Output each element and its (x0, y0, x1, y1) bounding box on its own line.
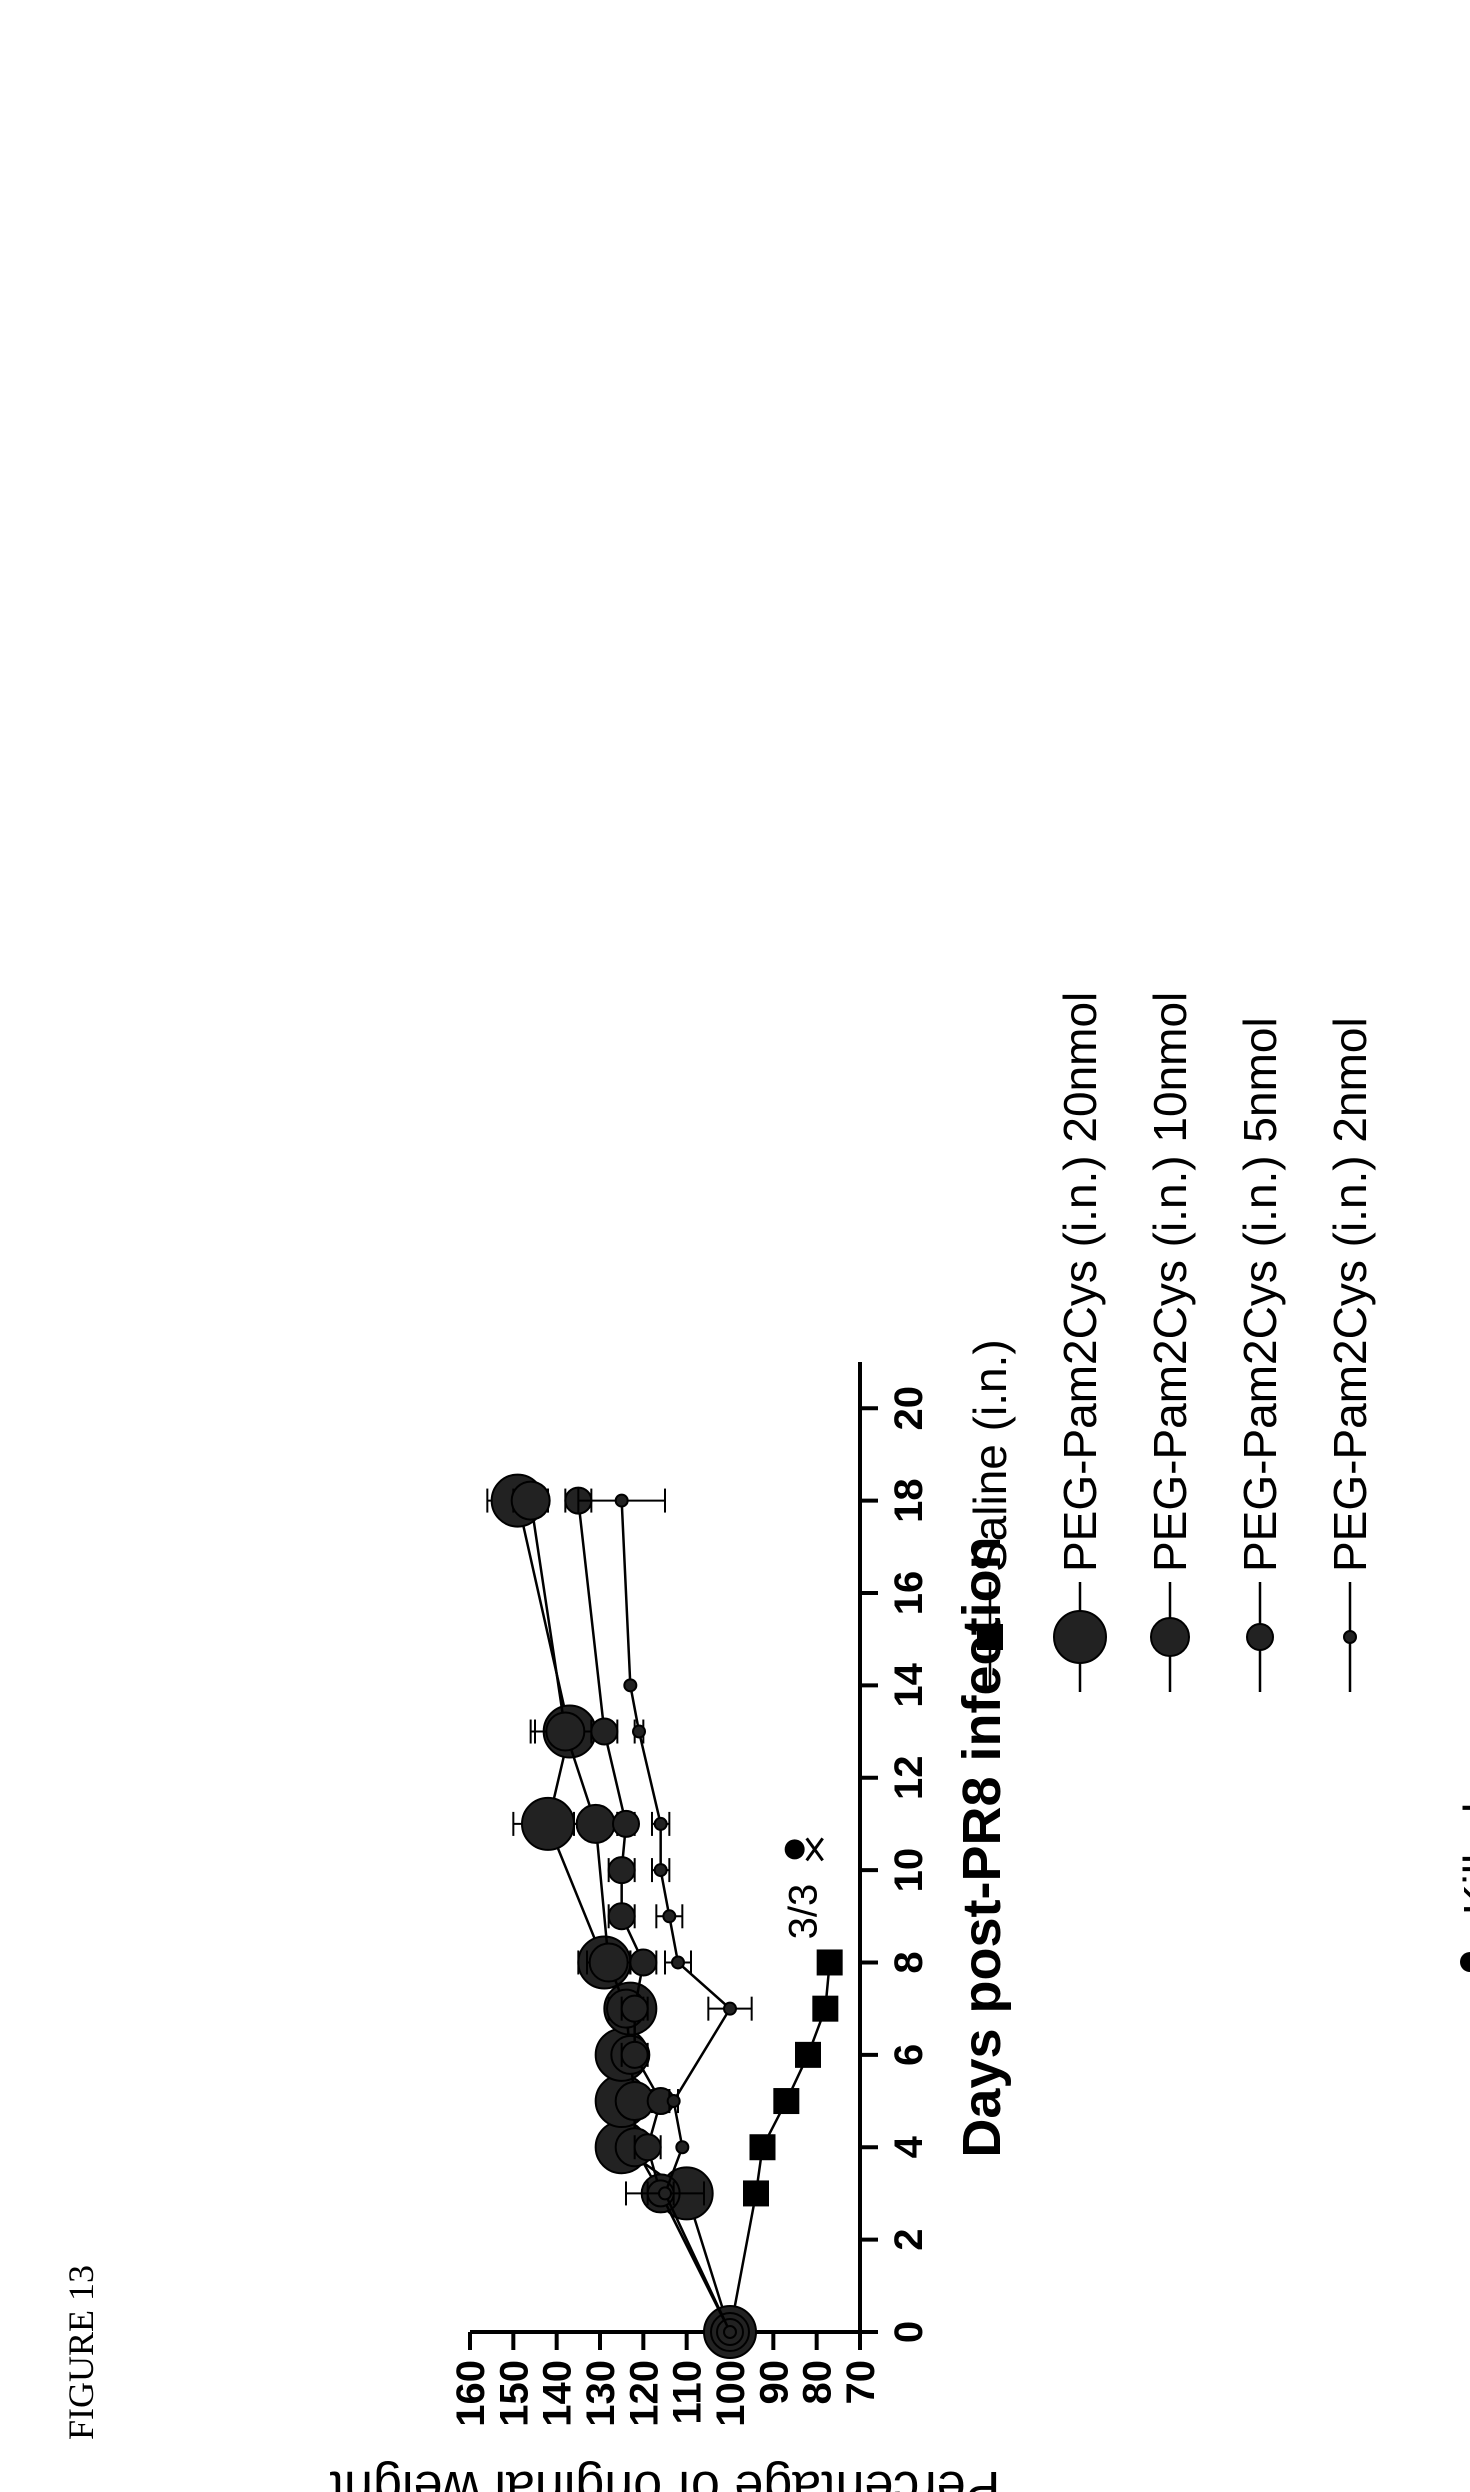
x-tick-label: 4 (887, 2135, 931, 2158)
x-tick-label: 14 (887, 1662, 931, 1707)
data-point (662, 1909, 677, 1924)
killed-count-label: 3/3 (782, 1884, 826, 1940)
chart-container: 0 2 4 6 8 10 12 14 16 18 20 70 80 90 100 110 120 130 140 15… (330, 0, 1470, 2492)
data-point (614, 1493, 629, 1508)
x-tick-label: 8 (887, 1951, 931, 1973)
data-point (743, 2180, 769, 2207)
killed-legend-label: =Killed (1454, 1803, 1470, 1942)
legend-item-0: Saline (i.n.) (964, 1339, 1016, 1692)
y-tick-label: 110 (666, 2360, 710, 2425)
data-point (723, 2001, 737, 2016)
x-tick-label: 18 (887, 1478, 931, 1523)
legend-label: Saline (i.n.) (964, 1339, 1016, 1572)
data-point (620, 1994, 649, 2023)
legend-marker (977, 1624, 1003, 1650)
y-tick-label: 140 (536, 2360, 580, 2427)
figure-label: FIGURE 13 (61, 2264, 101, 2440)
x-tick-label: 6 (887, 2044, 931, 2066)
legend-item-3: PEG-Pam2Cys (i.n.) 5nmol (1234, 1017, 1286, 1692)
skull-crossbones-icon (784, 1837, 824, 1862)
y-tick-label: 120 (622, 2360, 666, 2427)
data-point (575, 1803, 616, 1844)
data-point (749, 2134, 776, 2161)
y-tick-label: 100 (709, 2360, 753, 2427)
y-tick-label: 90 (752, 2360, 796, 2405)
legend-item-2: PEG-Pam2Cys (i.n.) 10nmol (1144, 992, 1196, 1692)
legend-marker (1150, 1617, 1190, 1657)
data-point (629, 1948, 658, 1977)
chart: 0 2 4 6 8 10 12 14 16 18 20 70809010011012013014015… (330, 992, 1470, 2492)
legend-marker (1053, 1610, 1107, 1664)
data-point (671, 1955, 685, 1970)
data-point (666, 2094, 681, 2109)
series-4 (577, 1488, 753, 2339)
data-point (658, 2186, 672, 2201)
data-point (812, 1995, 839, 2022)
x-tick-label: 0 (887, 2321, 931, 2343)
series-line (529, 1500, 732, 2333)
series-line (620, 1500, 732, 2333)
legend-label: PEG-Pam2Cys (i.n.) 20nmol (1054, 992, 1106, 1572)
data-point (588, 1942, 629, 1983)
skull-head (784, 1839, 805, 1860)
y-axis-title: Percentage of original weight (330, 2460, 1000, 2492)
series-3 (564, 1486, 744, 2346)
data-point (521, 1796, 575, 1851)
crossbone (805, 1837, 824, 1862)
data-point (510, 1480, 551, 1521)
data-point (545, 1711, 586, 1752)
x-tick-label: 10 (887, 1848, 931, 1893)
data-point (653, 1863, 668, 1878)
y-tick-label: 160 (449, 2360, 493, 2427)
data-point (816, 1949, 843, 1976)
legend-label: PEG-Pam2Cys (i.n.) 5nmol (1234, 1017, 1286, 1572)
legend-marker (1343, 1630, 1357, 1644)
legend-marker (1246, 1623, 1274, 1651)
data-point (590, 1717, 619, 1746)
x-tick-label: 16 (887, 1571, 931, 1616)
y-tick-label: 150 (492, 2360, 536, 2427)
data-point (612, 1809, 640, 1838)
data-point (607, 1856, 636, 1885)
data-point (675, 2140, 690, 2155)
data-point (620, 2040, 649, 2069)
legend-item-1: PEG-Pam2Cys (i.n.) 20nmol (1053, 992, 1107, 1692)
data-point (653, 1816, 668, 1831)
skull-crossbones-icon (1460, 1952, 1470, 1972)
x-tick-label: 20 (887, 1386, 931, 1431)
x-tick-label: 12 (887, 1755, 931, 1800)
data-point (623, 1678, 638, 1693)
plot-rotated: 0 2 4 6 8 10 12 14 16 18 20 70809010011012013014015… (330, 992, 1470, 2492)
data-point (795, 2041, 821, 2068)
y-tick-label: 130 (579, 2360, 623, 2427)
data-point (632, 1724, 646, 1739)
data-point (723, 2325, 737, 2339)
y-tick-label: 80 (796, 2360, 840, 2405)
legend-item-4: PEG-Pam2Cys (i.n.) 2nmol (1324, 1017, 1376, 1692)
data-point (607, 1902, 636, 1931)
legend-label: PEG-Pam2Cys (i.n.) 10nmol (1144, 992, 1196, 1572)
data-point (773, 2088, 800, 2115)
skull-head (1460, 1952, 1470, 1972)
x-tick-label: 2 (887, 2228, 931, 2250)
legend-label: PEG-Pam2Cys (i.n.) 2nmol (1324, 1017, 1376, 1572)
data-point (633, 2133, 662, 2162)
y-tick-label: 70 (839, 2360, 883, 2405)
